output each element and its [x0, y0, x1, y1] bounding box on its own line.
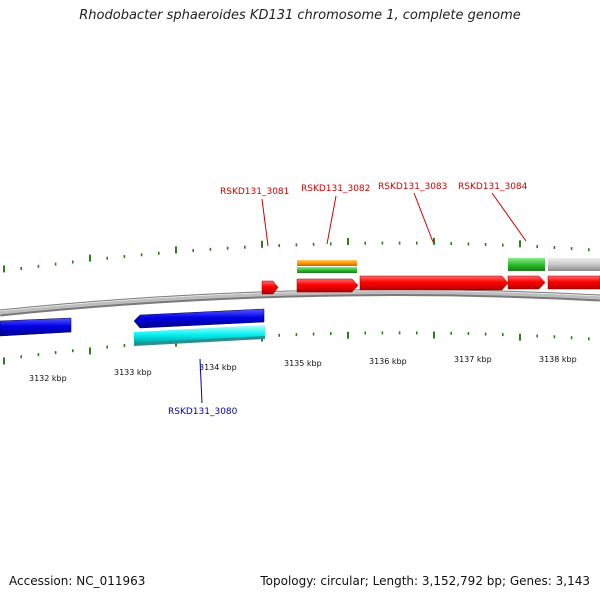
callout-line-3084 [491, 192, 527, 242]
gene-red-right[interactable] [547, 275, 600, 290]
gene-label-rskd131-3082[interactable]: RSKD131_3082 [301, 184, 370, 194]
scale-label: 3135 kbp [284, 359, 322, 368]
reverse-strand-genes [0, 308, 265, 346]
backbone-inner [0, 291, 600, 315]
feature-green[interactable] [297, 267, 357, 273]
scale-label: 3137 kbp [454, 355, 492, 364]
gene-rskd131-3084[interactable] [507, 275, 546, 290]
scale-label: 3138 kbp [539, 355, 577, 364]
accession-text: Accession: NC_011963 [9, 574, 146, 588]
scale-label: 3136 kbp [369, 357, 407, 366]
feature-cyan-edge [134, 336, 265, 346]
scale-label: 3133 kbp [114, 368, 152, 377]
feature-cyan[interactable] [134, 325, 265, 345]
tick-row-outer [3, 237, 590, 273]
forward-strand-genes [261, 258, 600, 295]
scale-labels: 3132 kbp 3133 kbp 3134 kbp 3135 kbp 3136… [29, 355, 577, 383]
gene-rskd131-3082[interactable] [296, 278, 359, 293]
gene-label-rskd131-3084[interactable]: RSKD131_3084 [458, 182, 528, 192]
gene-label-rskd131-3083[interactable]: RSKD131_3083 [378, 182, 447, 192]
callout-line-3081 [261, 198, 269, 247]
topology-text: Topology: circular; Length: 3,152,792 bp… [260, 574, 590, 588]
callout-line-3080 [199, 358, 203, 404]
map-title: Rhodobacter sphaeroides KD131 chromosome… [79, 8, 521, 23]
callout-line-3083 [413, 192, 434, 243]
callout-line-3082 [326, 195, 337, 245]
gene-rskd131-3083[interactable] [359, 275, 509, 291]
gene-rskd131-3081[interactable] [261, 280, 279, 295]
gene-rskd131-3080[interactable] [133, 308, 265, 329]
scale-label: 3134 kbp [199, 363, 237, 372]
callout-lines [199, 192, 527, 404]
gene-labels: RSKD131_3081 RSKD131_3082 RSKD131_3083 R… [168, 182, 528, 417]
feature-green-right[interactable] [508, 258, 545, 271]
feature-gray[interactable] [548, 258, 600, 271]
feature-orange[interactable] [297, 260, 357, 266]
scale-label: 3132 kbp [29, 374, 67, 383]
gene-blue-left[interactable] [0, 317, 72, 337]
backbone [0, 289, 600, 317]
gene-label-rskd131-3080[interactable]: RSKD131_3080 [168, 407, 238, 417]
gene-label-rskd131-3081[interactable]: RSKD131_3081 [220, 187, 289, 197]
